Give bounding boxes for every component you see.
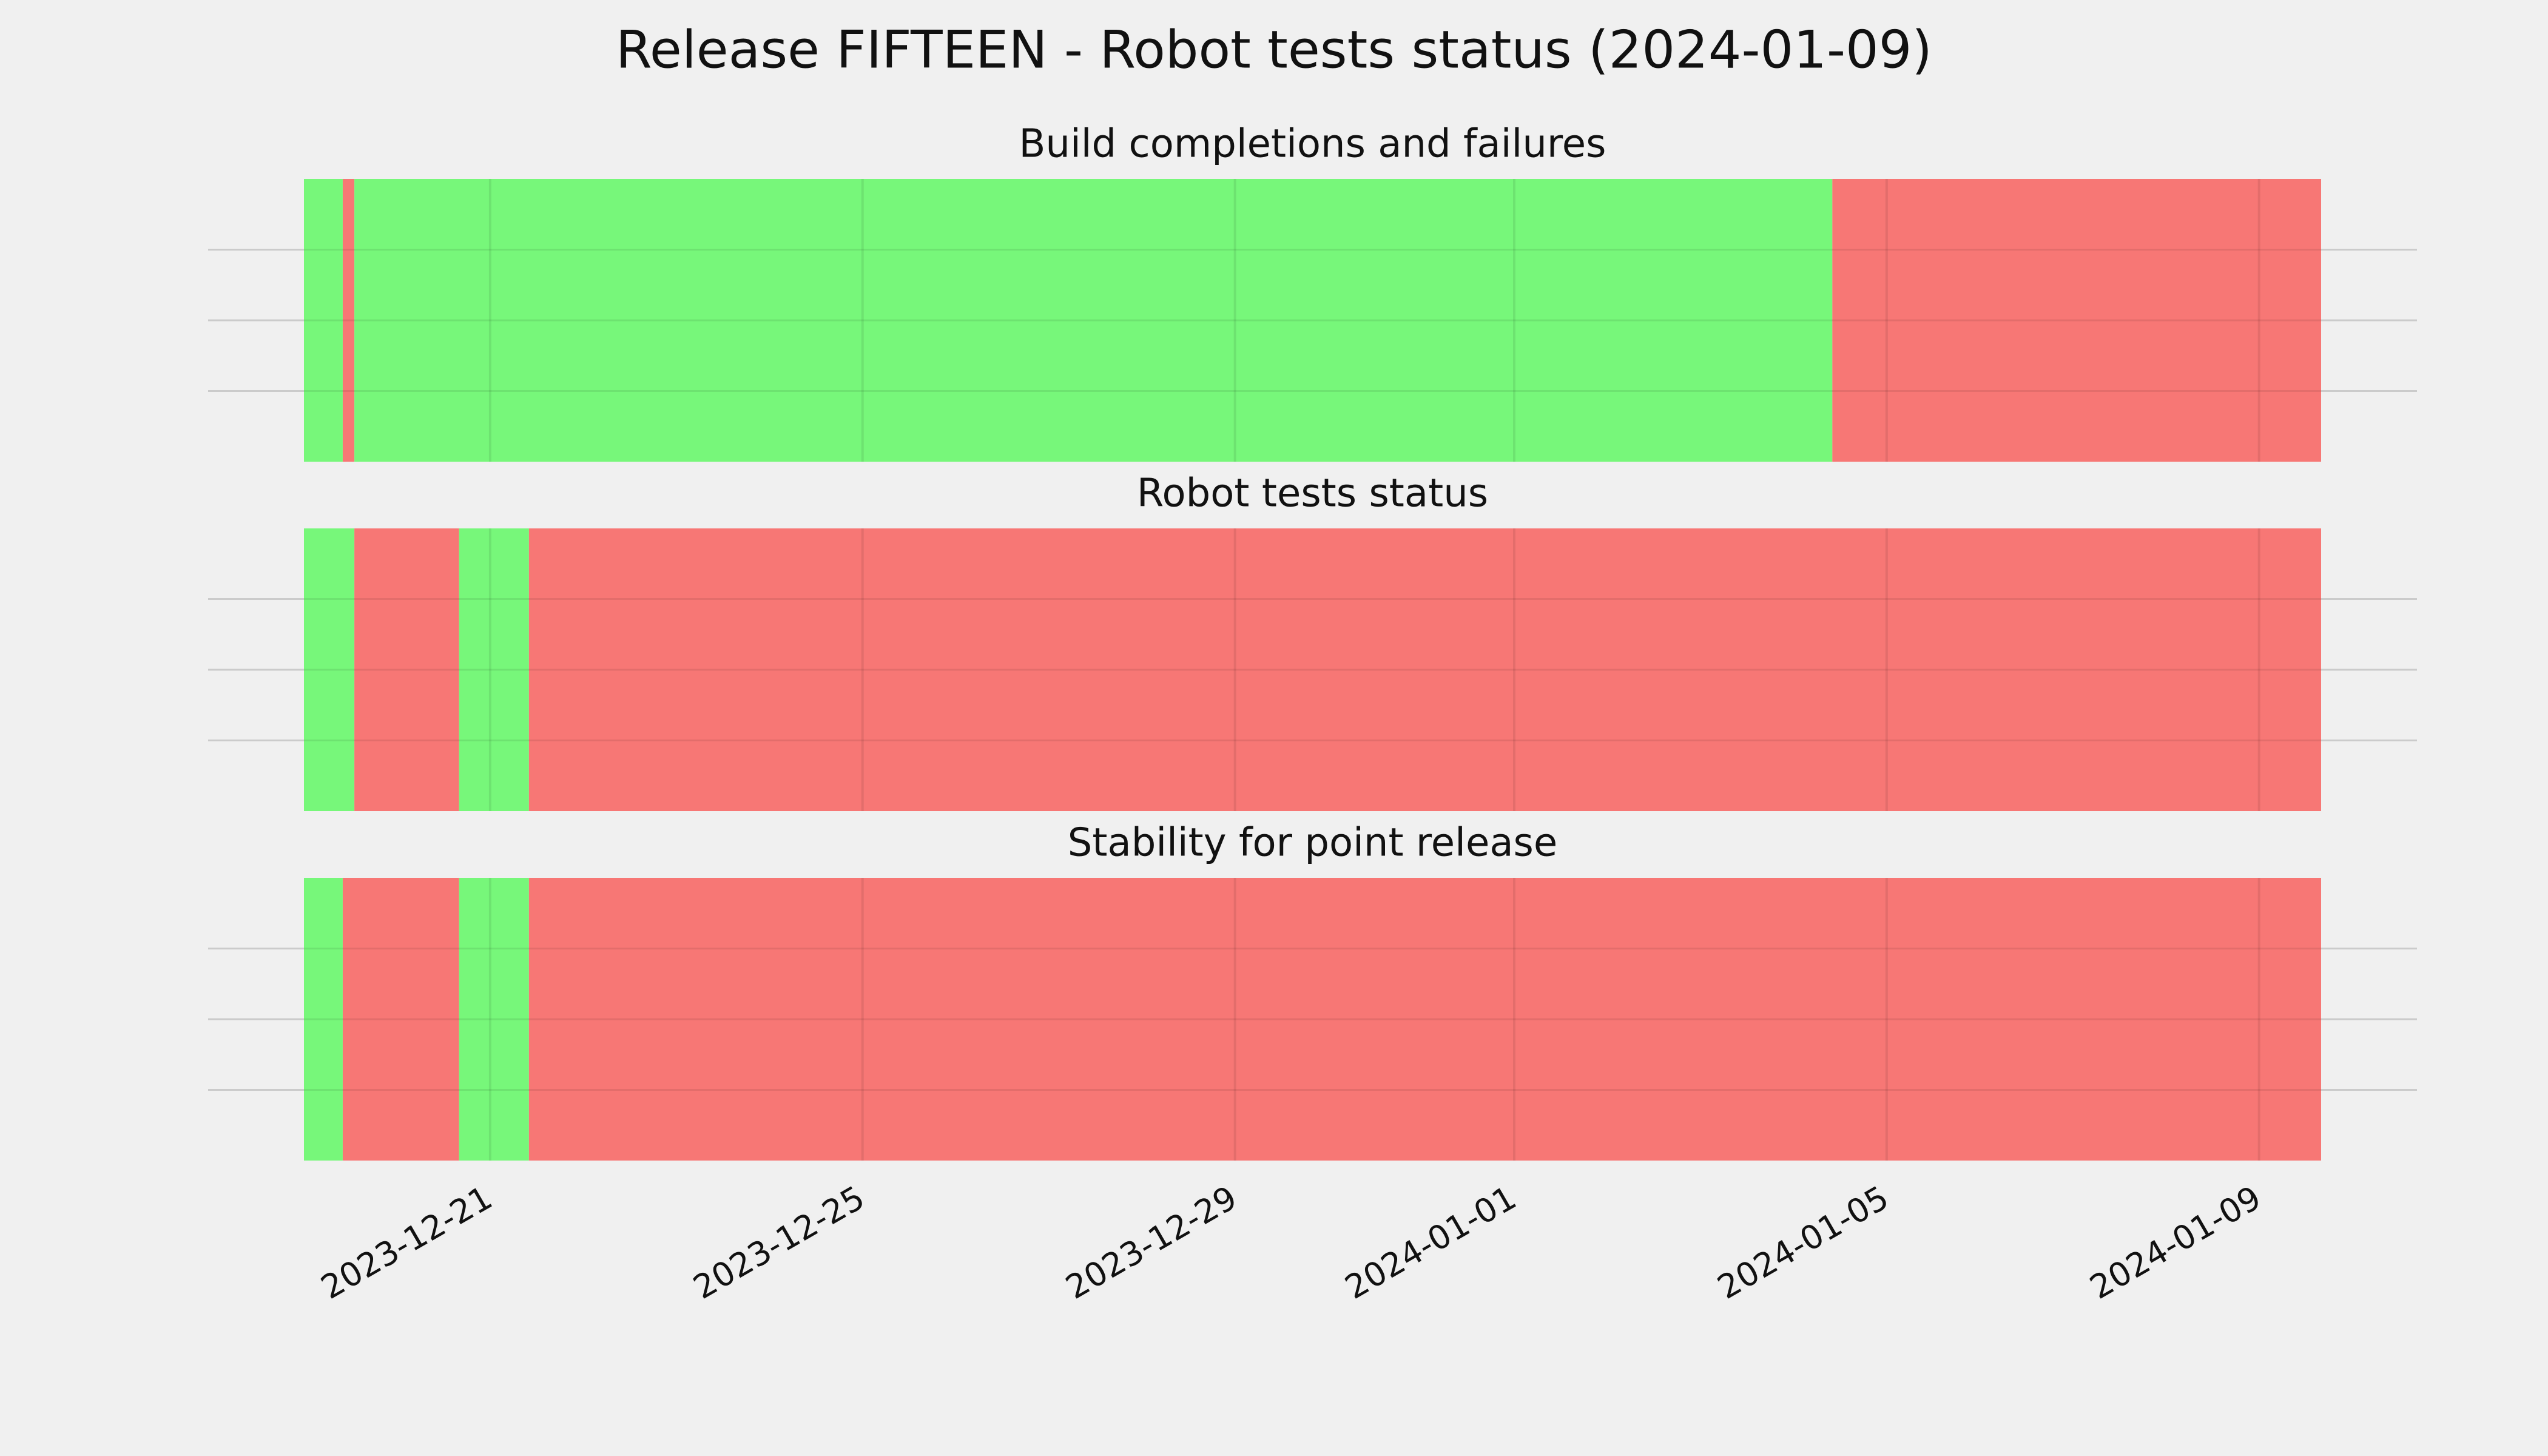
status-segment bbox=[304, 179, 343, 462]
status-segment bbox=[1832, 179, 2321, 462]
panel-title: Build completions and failures bbox=[1019, 122, 1606, 167]
panel-title: Robot tests status bbox=[1137, 471, 1488, 516]
status-segment bbox=[342, 878, 459, 1161]
status-segment bbox=[528, 528, 2322, 811]
status-segment bbox=[354, 528, 459, 811]
status-segment bbox=[459, 878, 529, 1161]
status-segment bbox=[528, 878, 2322, 1161]
status-segment bbox=[304, 878, 343, 1161]
status-segment bbox=[304, 528, 355, 811]
panel-title: Stability for point release bbox=[1068, 821, 1558, 866]
status-segment bbox=[459, 528, 529, 811]
status-segment bbox=[354, 179, 1833, 462]
chart-title: Release FIFTEEN - Robot tests status (20… bbox=[616, 19, 1932, 80]
status-segment bbox=[342, 179, 355, 462]
